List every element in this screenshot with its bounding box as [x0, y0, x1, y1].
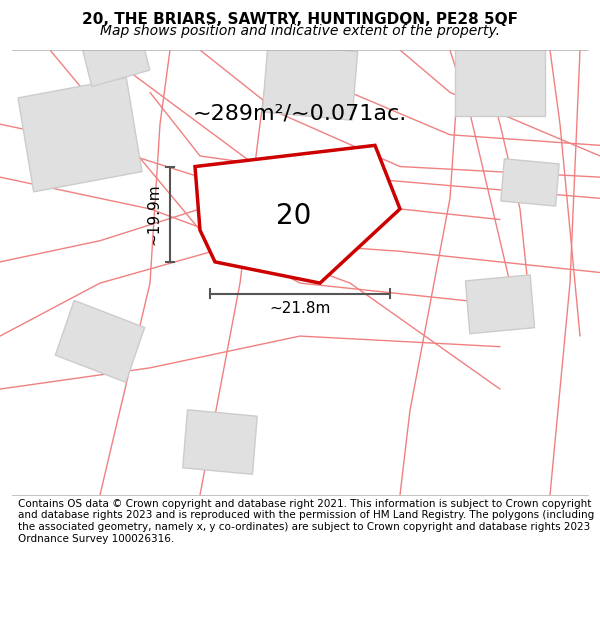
- Bar: [455, 48, 545, 116]
- Bar: [262, 43, 358, 120]
- Bar: [242, 159, 348, 248]
- Text: 20, THE BRIARS, SAWTRY, HUNTINGDON, PE28 5QF: 20, THE BRIARS, SAWTRY, HUNTINGDON, PE28…: [82, 12, 518, 28]
- Bar: [501, 159, 559, 206]
- Text: ~19.9m: ~19.9m: [146, 183, 161, 245]
- Bar: [55, 301, 145, 382]
- Bar: [183, 410, 257, 474]
- Bar: [80, 24, 150, 86]
- Text: 20: 20: [277, 202, 312, 230]
- Polygon shape: [195, 146, 400, 283]
- Text: ~21.8m: ~21.8m: [269, 301, 331, 316]
- Text: ~289m²/~0.071ac.: ~289m²/~0.071ac.: [193, 104, 407, 124]
- Text: Contains OS data © Crown copyright and database right 2021. This information is : Contains OS data © Crown copyright and d…: [18, 499, 594, 544]
- Bar: [466, 275, 535, 334]
- Text: Map shows position and indicative extent of the property.: Map shows position and indicative extent…: [100, 24, 500, 38]
- Bar: [18, 78, 142, 192]
